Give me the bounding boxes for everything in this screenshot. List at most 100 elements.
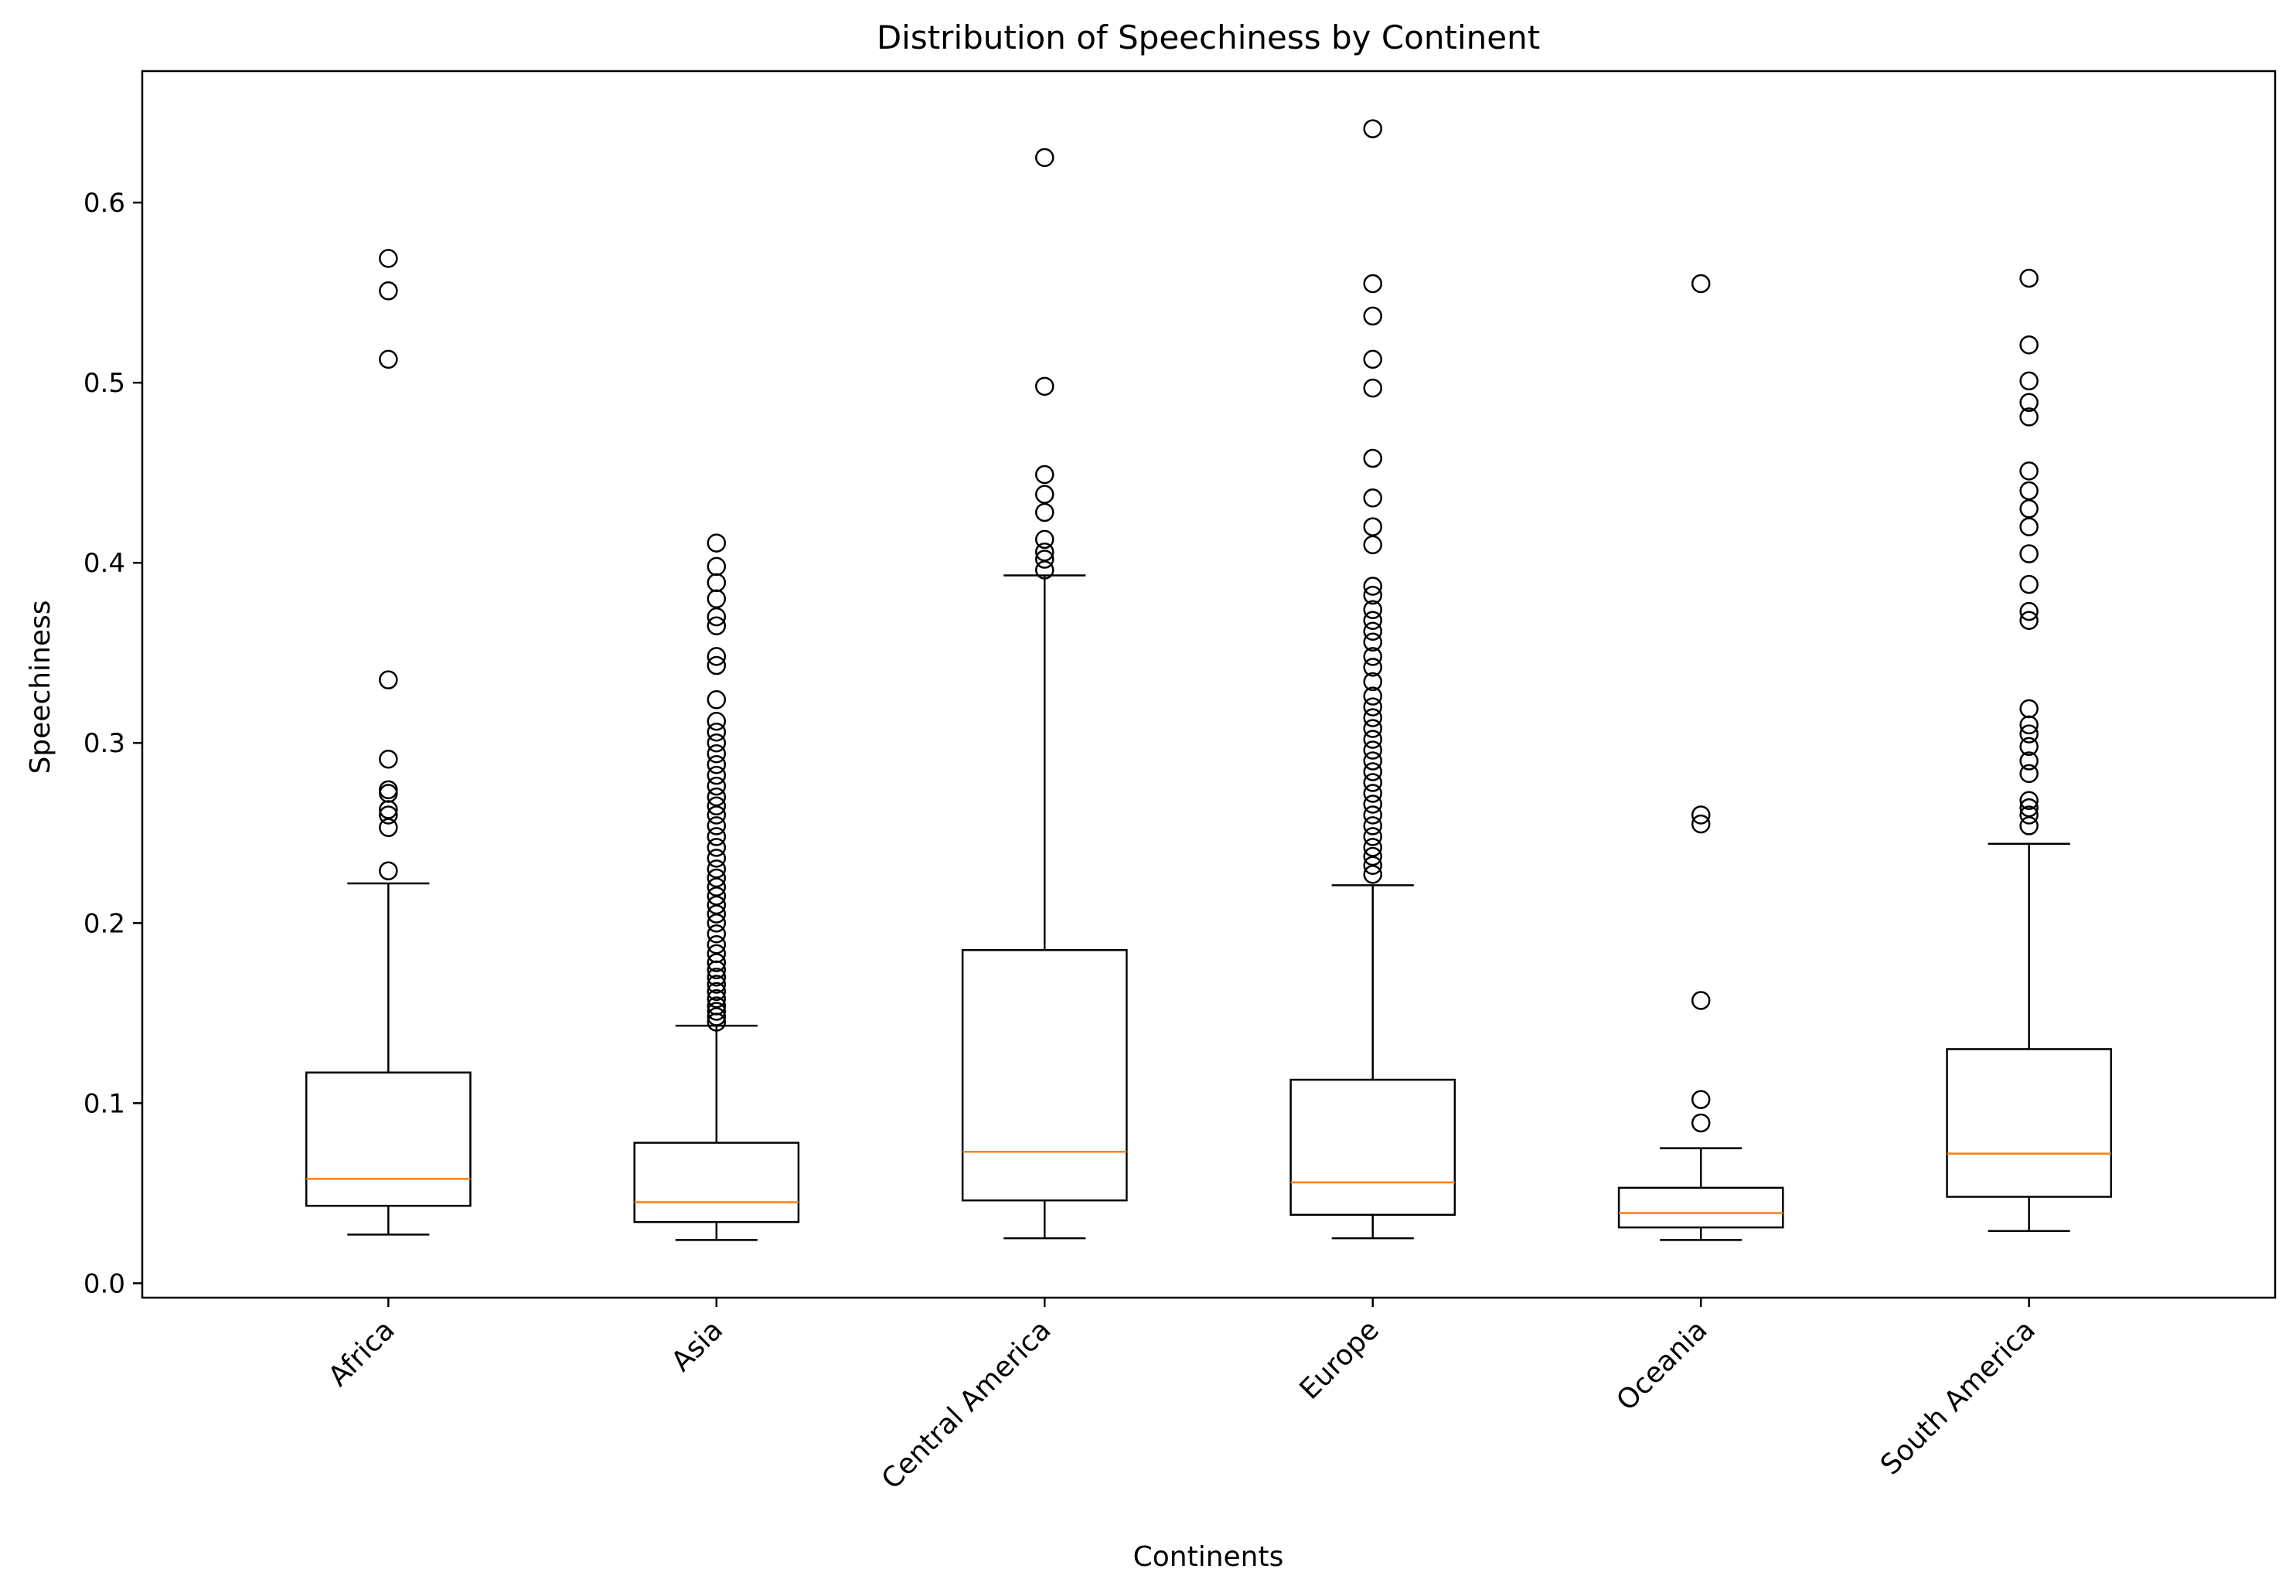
outlier-point (707, 895, 727, 915)
outlier-point (1035, 485, 1054, 504)
box-group (1946, 268, 2113, 1233)
outlier-point (707, 934, 727, 955)
box-iqr (1946, 1048, 2113, 1198)
chart-title: Distribution of Speechiness by Continent (877, 19, 1540, 56)
outlier-point (1035, 502, 1054, 522)
outlier-point (1363, 448, 1382, 468)
outlier-point (1035, 560, 1054, 580)
outlier-point (707, 877, 727, 897)
outlier-point (707, 886, 727, 906)
outlier-point (707, 723, 727, 742)
outlier-point (2019, 268, 2039, 288)
outlier-point (1363, 751, 1382, 771)
outlier-point (2019, 371, 2039, 391)
outlier-point (2019, 574, 2039, 594)
outlier-point (707, 989, 727, 1009)
outlier-point (707, 967, 727, 987)
boxes-layer (305, 119, 2113, 1241)
outlier-point (379, 861, 398, 880)
outlier-point (1035, 542, 1054, 562)
box-group (1289, 119, 1456, 1240)
y-tick-label: 0.5 (83, 368, 125, 399)
y-tick-label: 0.2 (83, 908, 125, 939)
plot-frame (141, 70, 2277, 1299)
outlier-point (1363, 856, 1382, 875)
outlier-point (2019, 751, 2039, 771)
outlier-point (2019, 699, 2039, 719)
outlier-point (707, 868, 727, 888)
y-axis-label: Speechiness (25, 600, 56, 774)
outlier-point (1363, 306, 1382, 326)
outlier-point (707, 796, 727, 816)
outlier-point (379, 249, 398, 268)
outlier-point (1363, 488, 1382, 508)
outlier-point (1363, 773, 1382, 792)
outlier-point (707, 765, 727, 785)
outlier-point (379, 784, 398, 803)
outlier-point (1363, 535, 1382, 555)
outlier-point (1363, 585, 1382, 605)
outlier-point (707, 816, 727, 835)
outlier-point (707, 589, 727, 609)
outlier-point (1363, 632, 1382, 652)
outlier-point (1363, 274, 1382, 294)
outlier-point (707, 573, 727, 593)
outlier-point (2019, 798, 2039, 818)
outlier-point (1363, 517, 1382, 536)
y-tick-label: 0.0 (83, 1268, 125, 1299)
outlier-point (1363, 784, 1382, 803)
outlier-point (707, 805, 727, 825)
outlier-point (2019, 335, 2039, 355)
x-tick-label: Central America (876, 1314, 1058, 1496)
y-tick-label: 0.4 (83, 548, 125, 579)
outlier-point (707, 744, 727, 764)
outlier-point (707, 1002, 727, 1021)
outlier-point (707, 982, 727, 1002)
outlier-point (2019, 407, 2039, 427)
outlier-point (707, 712, 727, 731)
outlier-point (707, 953, 727, 972)
outlier-point (707, 838, 727, 857)
outlier-point (707, 533, 727, 553)
outlier-point (707, 849, 727, 868)
outlier-point (1691, 1113, 1711, 1133)
outlier-point (2019, 791, 2039, 811)
outlier-point (707, 776, 727, 796)
outlier-point (2019, 517, 2039, 536)
outlier-point (2019, 481, 2039, 501)
outlier-point (707, 859, 727, 879)
outlier-point (2019, 544, 2039, 563)
box-group (1617, 274, 1784, 1241)
outlier-point (707, 944, 727, 964)
outlier-point (2019, 805, 2039, 825)
outlier-point (379, 281, 398, 301)
x-axis-label: Continents (1133, 1541, 1284, 1573)
outlier-point (1363, 708, 1382, 727)
outlier-point (707, 924, 727, 944)
box-group (633, 533, 800, 1241)
outlier-point (379, 349, 398, 369)
outlier-point (1363, 816, 1382, 835)
outlier-point (2019, 461, 2039, 481)
x-tick-label: South America (1875, 1314, 2042, 1481)
outlier-point (1363, 647, 1382, 666)
box-iqr (1289, 1078, 1456, 1217)
outlier-point (1035, 148, 1054, 168)
outlier-point (1363, 762, 1382, 781)
outlier-point (1035, 465, 1054, 485)
outlier-point (2019, 724, 2039, 744)
outlier-point (707, 914, 727, 933)
outlier-point (379, 670, 398, 689)
outlier-point (379, 749, 398, 769)
outlier-point (2019, 737, 2039, 757)
outlier-point (2019, 816, 2039, 835)
outlier-point (1363, 846, 1382, 866)
outlier-point (1363, 378, 1382, 398)
outlier-point (707, 556, 727, 577)
outlier-point (1363, 577, 1382, 596)
outlier-point (707, 655, 727, 675)
box-iqr (961, 948, 1128, 1202)
outlier-point (1363, 795, 1382, 814)
outlier-point (1363, 838, 1382, 857)
